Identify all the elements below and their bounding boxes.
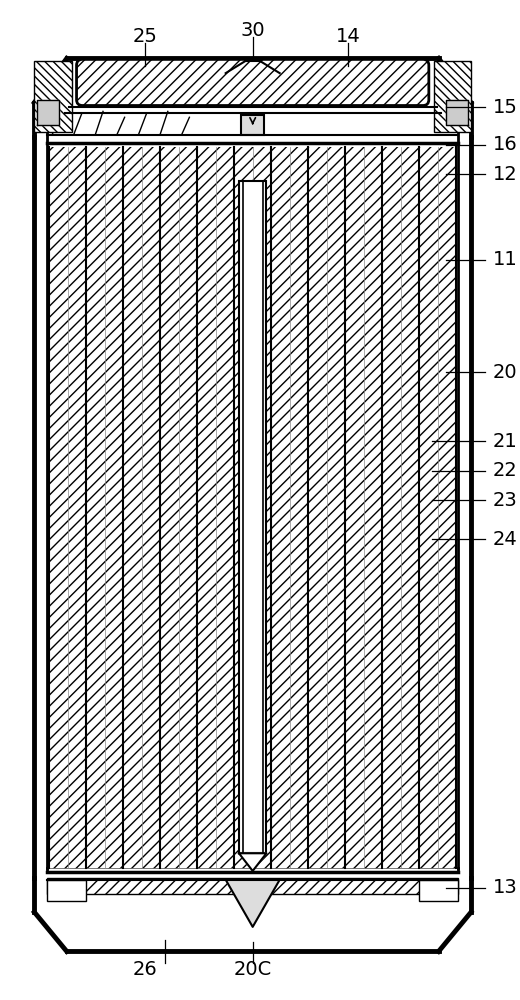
Bar	[49, 147, 457, 868]
Bar	[49, 147, 68, 868]
Bar	[86, 147, 105, 868]
Text: 21: 21	[492, 432, 517, 451]
FancyBboxPatch shape	[76, 59, 429, 106]
Polygon shape	[37, 100, 59, 125]
Bar	[123, 147, 142, 868]
Bar	[401, 147, 420, 868]
Bar	[47, 878, 458, 894]
Bar	[327, 147, 346, 868]
Bar	[308, 147, 327, 868]
Text: 23: 23	[492, 490, 517, 510]
Bar	[34, 61, 72, 132]
Bar	[47, 880, 86, 901]
Bar	[434, 61, 471, 132]
Polygon shape	[447, 100, 468, 125]
Bar	[179, 147, 198, 868]
Text: 13: 13	[492, 878, 517, 897]
Text: 14: 14	[336, 27, 361, 46]
Bar	[253, 147, 271, 868]
Text: 12: 12	[492, 165, 517, 184]
Bar	[68, 147, 86, 868]
Bar	[438, 147, 457, 868]
Bar	[105, 147, 124, 868]
Bar	[197, 147, 216, 868]
FancyBboxPatch shape	[30, 54, 476, 956]
Text: 25: 25	[133, 27, 158, 46]
Bar	[345, 147, 364, 868]
Bar	[241, 115, 265, 135]
Bar	[239, 181, 266, 853]
Text: 26: 26	[133, 960, 158, 979]
Bar	[271, 147, 290, 868]
Polygon shape	[226, 880, 280, 927]
Text: 20C: 20C	[234, 960, 272, 979]
Text: 24: 24	[492, 530, 517, 549]
Text: 20: 20	[492, 363, 517, 382]
Bar	[49, 147, 457, 868]
Text: 16: 16	[492, 135, 517, 154]
Bar	[290, 147, 309, 868]
Text: 15: 15	[492, 98, 517, 117]
Text: 22: 22	[492, 461, 517, 480]
Bar	[382, 147, 401, 868]
Bar	[141, 147, 161, 868]
Polygon shape	[239, 853, 266, 871]
Bar	[419, 880, 458, 901]
Bar	[419, 147, 438, 868]
Text: 30: 30	[241, 21, 266, 40]
Bar	[160, 147, 179, 868]
Bar	[234, 147, 253, 868]
Text: 11: 11	[492, 250, 517, 269]
Bar	[216, 147, 235, 868]
Bar	[364, 147, 383, 868]
